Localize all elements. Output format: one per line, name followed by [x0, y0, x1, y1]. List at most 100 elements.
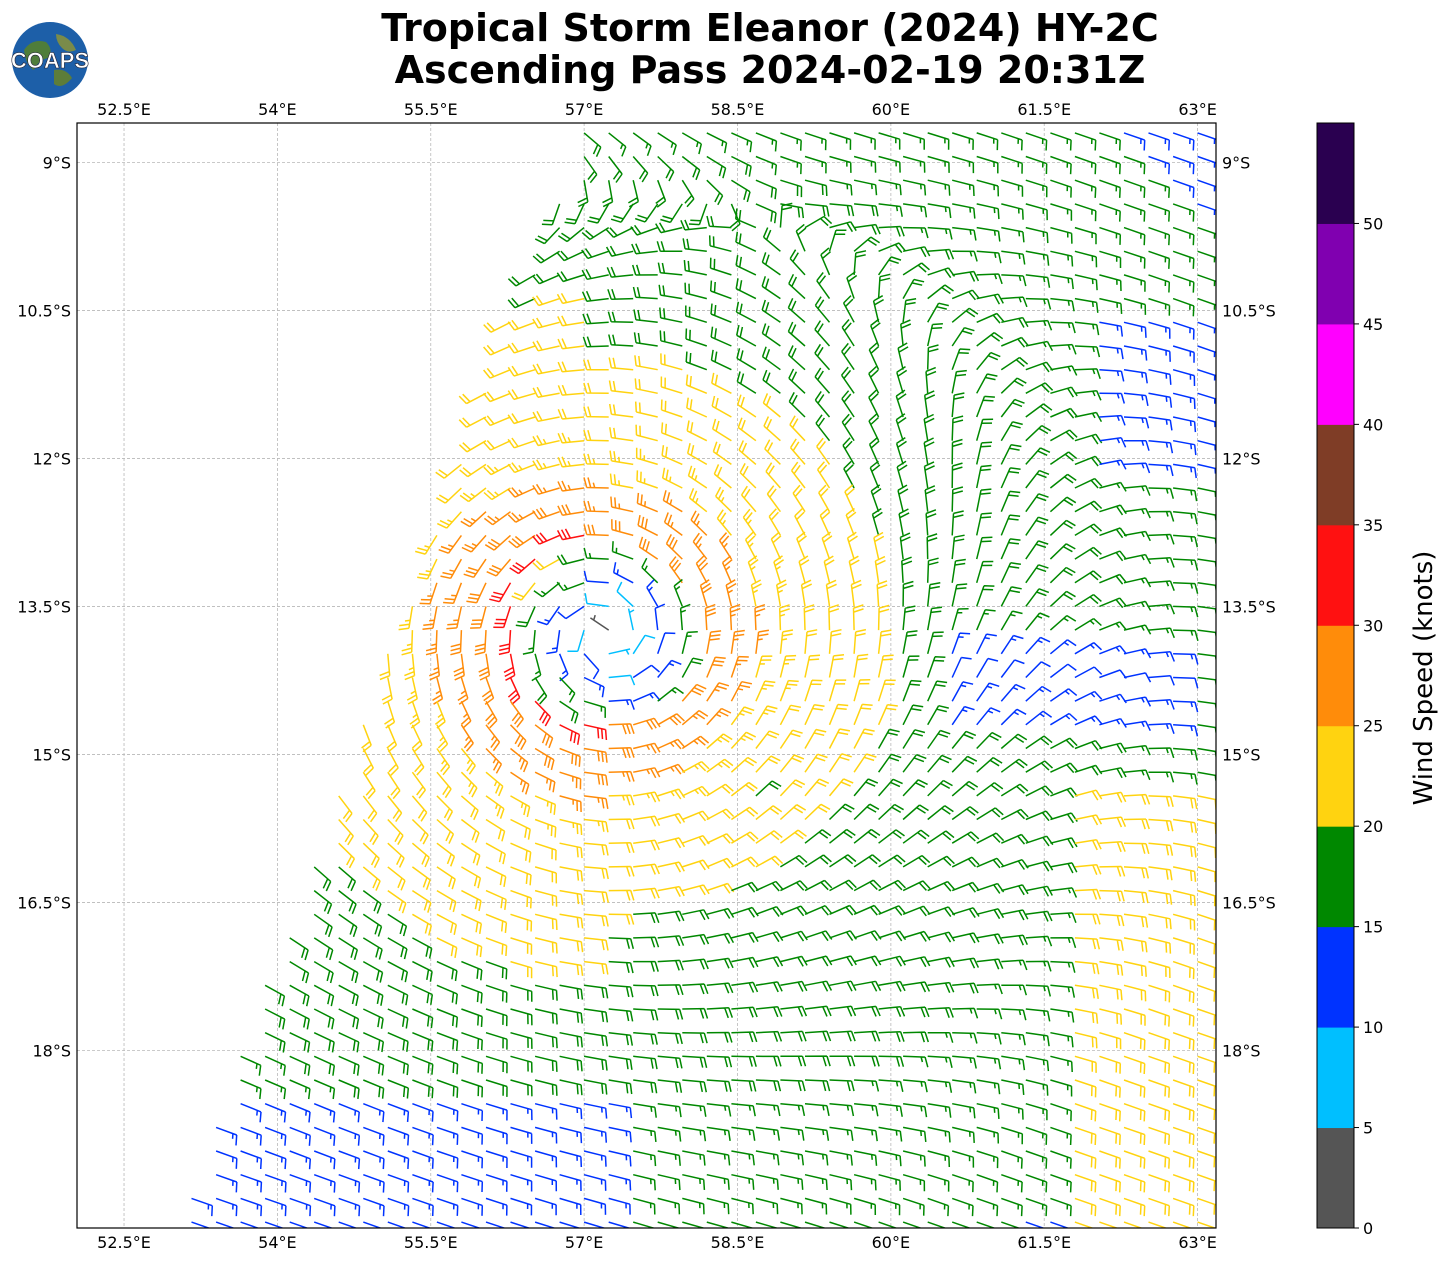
wind-barb	[411, 724, 423, 753]
wind-barb	[313, 1126, 336, 1146]
wind-barb	[1025, 984, 1052, 997]
wind-barb	[976, 155, 999, 174]
wind-barb	[634, 355, 658, 371]
wind-barb	[1123, 600, 1152, 611]
wind-barb	[1148, 771, 1175, 783]
colorbar-tick-label: 5	[1363, 1119, 1373, 1138]
lon-tick-label-top: 55.5°E	[404, 100, 458, 119]
wind-barb	[878, 242, 907, 254]
wind-barb	[1074, 274, 1098, 291]
wind-barb	[976, 707, 1001, 726]
wind-barb	[510, 937, 533, 955]
wind-barb	[633, 1173, 656, 1191]
wind-barb	[804, 728, 827, 749]
wind-barb	[608, 1150, 632, 1167]
chart-title-line-1: Tropical Storm Eleanor (2024) HY-2C	[381, 6, 1159, 50]
wind-barb	[412, 1008, 434, 1029]
wind-barb	[1049, 590, 1076, 607]
wind-barb	[1148, 1031, 1171, 1051]
wind-barb	[682, 1126, 707, 1142]
lat-tick-label-right: 16.5°S	[1222, 893, 1276, 912]
wind-barb	[715, 486, 732, 513]
wind-barb	[1099, 1126, 1121, 1146]
wind-barb	[976, 203, 1000, 220]
wind-barb	[1172, 416, 1197, 433]
wind-barb	[1050, 712, 1078, 726]
wind-barb	[609, 473, 634, 489]
wind-barb	[313, 937, 334, 961]
wind-barb	[581, 248, 609, 260]
map-gridlines	[77, 123, 1216, 1228]
wind-barb	[976, 179, 1000, 197]
wind-barb	[1025, 179, 1048, 198]
wind-barb	[804, 1055, 831, 1067]
wind-barb	[1025, 1079, 1049, 1096]
wind-barb	[853, 955, 882, 967]
wind-barb	[1025, 540, 1049, 560]
wind-barb	[583, 156, 598, 184]
wind-barb	[682, 933, 710, 945]
wind-barb	[1000, 708, 1027, 726]
wind-barb	[1074, 297, 1099, 313]
wind-barb	[902, 262, 930, 276]
wind-barb	[828, 679, 847, 702]
wind-barb	[1123, 553, 1152, 565]
wind-barb	[877, 753, 902, 773]
wind-barb	[1172, 226, 1195, 246]
wind-barb	[559, 984, 584, 1000]
wind-barb	[927, 1197, 950, 1217]
wind-barb	[1000, 562, 1022, 584]
wind-barb	[657, 132, 677, 156]
wind-barb	[1123, 937, 1148, 953]
wind-barb	[1025, 636, 1051, 655]
wind-barb	[804, 905, 833, 916]
wind-barb	[829, 930, 858, 942]
wind-barb	[1025, 935, 1053, 947]
wind-barb	[1173, 747, 1198, 761]
wind-barb	[510, 984, 533, 1002]
colorbar-bin	[1317, 926, 1354, 1028]
wind-barb	[842, 437, 855, 465]
wind-barb	[608, 818, 635, 830]
wind-barb	[755, 1197, 779, 1215]
wind-barb	[412, 1079, 434, 1099]
wind-barb	[975, 464, 992, 489]
wind-barb	[902, 1126, 927, 1142]
wind-barb	[432, 677, 444, 705]
wind-barb	[927, 956, 955, 968]
wind-barb	[755, 1126, 781, 1141]
wind-barb	[878, 225, 905, 237]
wind-barb	[853, 653, 869, 678]
wind-barb	[951, 348, 971, 370]
wind-barb	[459, 463, 487, 478]
wind-barb	[895, 413, 907, 441]
wind-barb	[534, 700, 552, 727]
wind-barb	[608, 1126, 632, 1143]
wind-barb	[711, 418, 732, 442]
wind-barb	[1123, 960, 1147, 977]
wind-barb	[951, 881, 980, 893]
wind-barb	[1197, 866, 1216, 883]
wind-barb	[1001, 336, 1029, 348]
wind-barb	[1001, 1173, 1023, 1193]
wind-barb	[1074, 132, 1097, 151]
wind-barb	[608, 380, 634, 395]
wind-barb	[895, 389, 907, 418]
wind-barb	[483, 321, 511, 333]
wind-barb	[264, 1150, 287, 1170]
wind-barb	[1197, 1031, 1216, 1050]
wind-barb	[804, 1079, 831, 1092]
wind-barb	[1172, 842, 1197, 858]
wind-barb	[584, 937, 609, 951]
wind-barb	[655, 179, 667, 208]
wind-barb	[559, 960, 584, 976]
wind-barb	[485, 1008, 508, 1027]
wind-barb	[1050, 155, 1072, 175]
wind-barb	[485, 795, 505, 819]
wind-barb	[744, 531, 757, 560]
wind-barb	[1025, 885, 1053, 897]
wind-barb	[818, 484, 831, 513]
wind-barb	[1197, 771, 1216, 781]
wind-barb	[387, 1126, 410, 1146]
wind-barb	[1099, 791, 1127, 803]
